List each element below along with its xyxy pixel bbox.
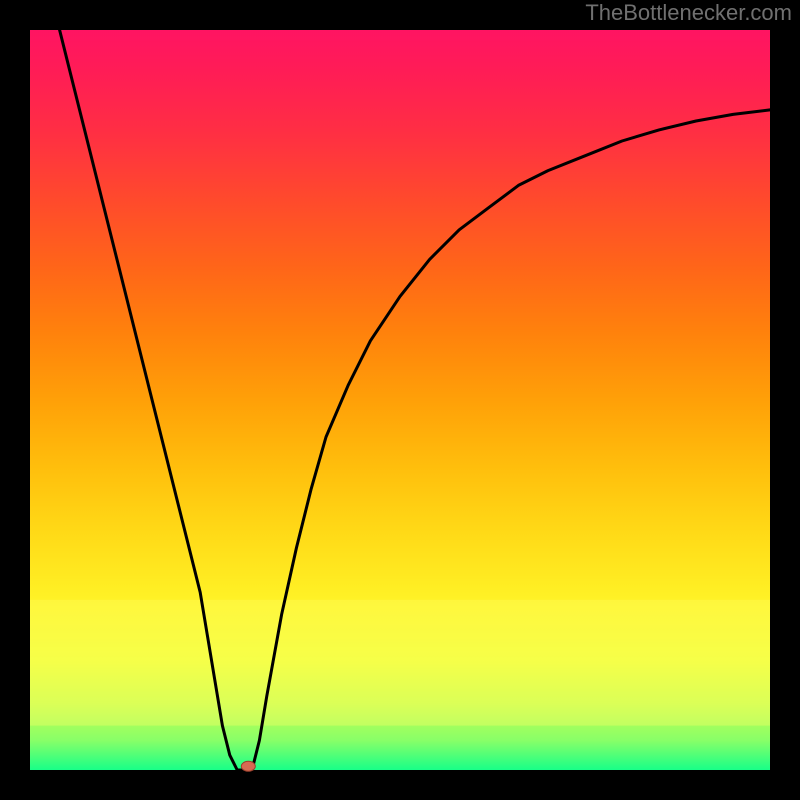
bottleneck-chart: TheBottlenecker.com: [0, 0, 800, 800]
watermark-text: TheBottlenecker.com: [585, 0, 792, 26]
chart-threshold-band: [30, 600, 770, 726]
optimal-point-marker: [241, 761, 255, 771]
chart-svg: [0, 0, 800, 800]
